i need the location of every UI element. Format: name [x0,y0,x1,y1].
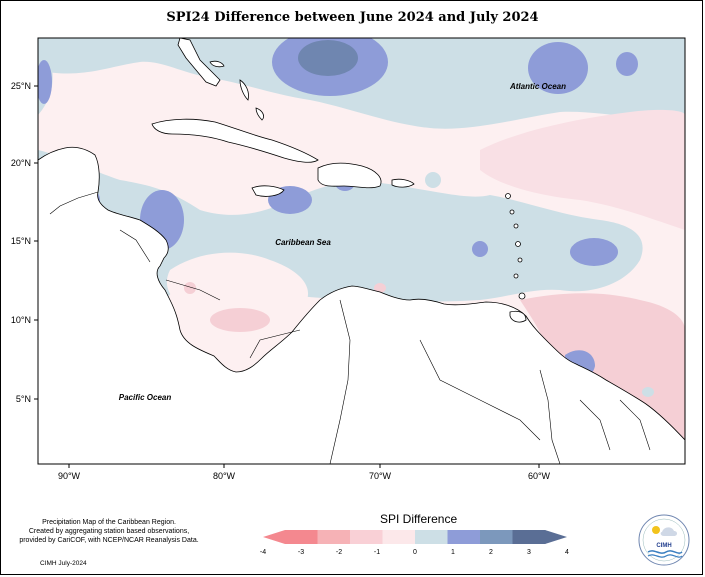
map-title: SPI24 Difference between June 2024 and J… [166,10,539,25]
lon-tick-80: 80°W [213,471,236,481]
lon-axis: 90°W 80°W 70°W 60°W [58,464,551,481]
cimh-logo: CIMH [638,514,690,566]
colorbar-arrow-left [263,530,285,544]
colorbar-tick-label: -1 [374,549,380,556]
caption-line-2: Created by aggregating station based obs… [28,528,190,535]
colorbar-tick-label: 0 [413,549,417,556]
lat-tick-15: 15°N [11,236,31,246]
colorbar-tick-label: 1 [451,549,455,556]
lat-tick-5: 5°N [16,394,31,404]
legend-colorbar: -4 -3 -2 -1 0 1 2 3 4 [260,530,569,556]
colorbar-arrow-right [545,530,567,544]
colorbar-tick-label: 3 [527,549,531,556]
logo-text: CIMH [656,543,671,549]
land-masses [38,38,685,464]
colorbar-swatch [447,530,481,544]
colorbar-swatch [512,530,546,544]
lon-tick-90: 90°W [58,471,81,481]
footer-credit: CIMH July-2024 [40,560,87,567]
colorbar-swatch [285,530,318,544]
colorbar-swatch [382,530,416,544]
colorbar-tick-label: -4 [260,549,266,556]
caption-line-3: provided by CariCOF, with NCEP/NCAR Rean… [19,537,199,544]
lat-tick-10: 10°N [11,315,31,325]
caption-line-1: Precipitation Map of the Caribbean Regio… [42,519,176,526]
lat-tick-25: 25°N [11,81,31,91]
colorbar-swatch [480,530,513,544]
colorbar-tick-label: 4 [565,549,569,556]
legend-title: SPI Difference [380,512,458,526]
lon-tick-70: 70°W [369,471,392,481]
colorbar-tick-label: -3 [298,549,304,556]
colorbar-swatch [415,530,448,544]
lat-tick-20: 20°N [11,158,31,168]
colorbar-swatch [317,530,351,544]
map-border [37,37,686,465]
sun-icon [652,526,660,534]
caribbean-sea-label: Caribbean Sea [275,238,331,247]
colorbar-swatch [350,530,383,544]
colorbar-tick-label: 2 [489,549,493,556]
atlantic-ocean-label: Atlantic Ocean [509,82,566,91]
colorbar-tick-label: -2 [336,549,342,556]
borders [49,191,651,464]
map-caption: Precipitation Map of the Caribbean Regio… [14,518,204,545]
pacific-ocean-label: Pacific Ocean [119,393,172,402]
lon-tick-60: 60°W [528,471,551,481]
lat-axis: 25°N 20°N 15°N 10°N 5°N [11,81,38,404]
